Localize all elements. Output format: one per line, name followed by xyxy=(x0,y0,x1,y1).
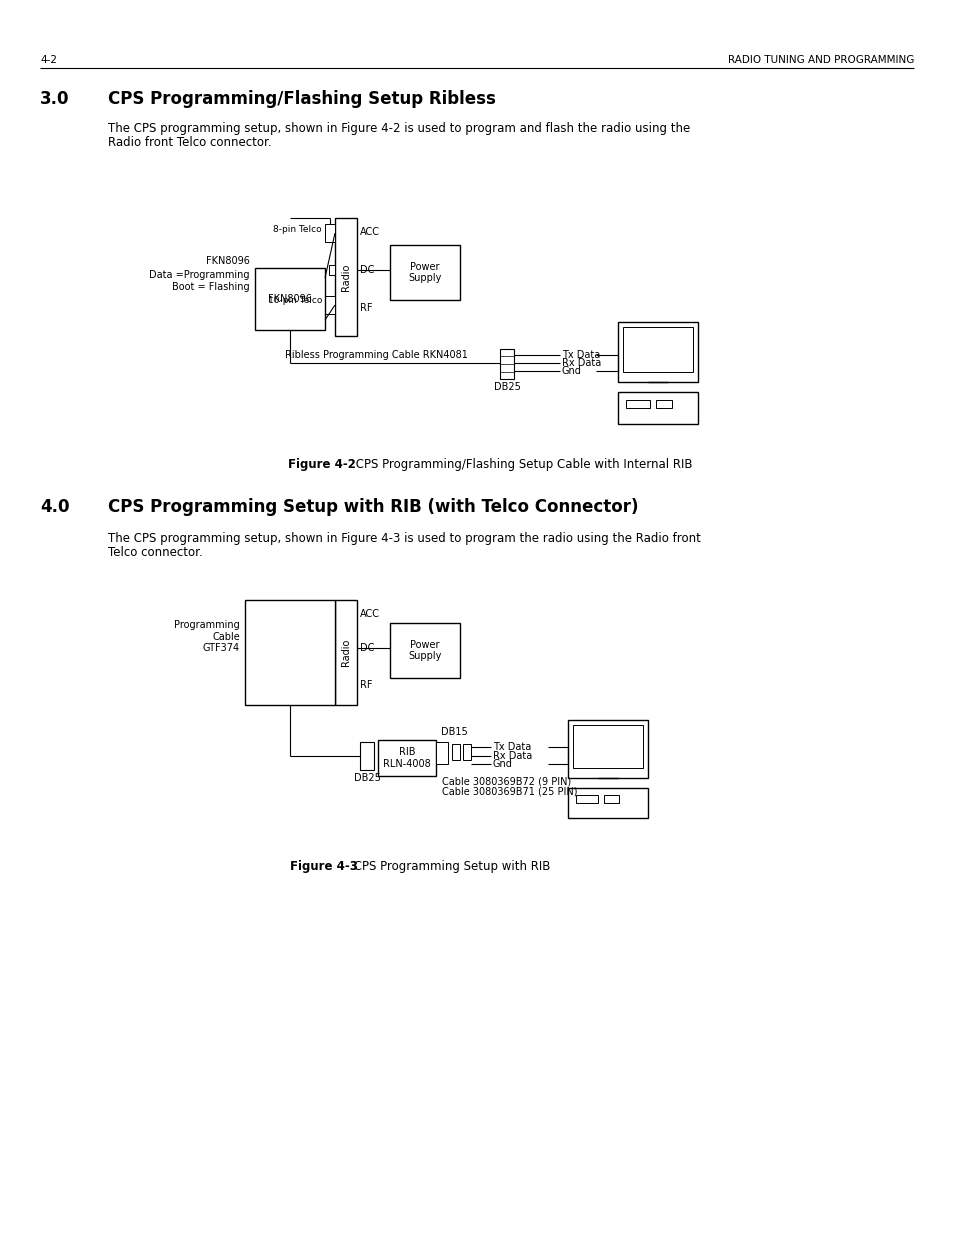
Text: Tx Data: Tx Data xyxy=(561,350,599,359)
Bar xyxy=(335,600,356,705)
Bar xyxy=(656,400,671,408)
Text: ACC: ACC xyxy=(359,227,379,237)
Text: ACC: ACC xyxy=(359,609,379,619)
Bar xyxy=(329,609,335,619)
Bar xyxy=(325,296,335,314)
Text: Programming
Cable
GTF374: Programming Cable GTF374 xyxy=(174,620,240,653)
Bar xyxy=(329,266,335,275)
Bar xyxy=(499,350,514,379)
Text: RIB
RLN-4008: RIB RLN-4008 xyxy=(383,747,431,769)
Text: Power
Supply: Power Supply xyxy=(408,640,441,661)
Bar xyxy=(622,327,692,372)
Text: The CPS programming setup, shown in Figure 4-3 is used to program the radio usin: The CPS programming setup, shown in Figu… xyxy=(108,532,700,545)
Text: Boot = Flashing: Boot = Flashing xyxy=(172,282,250,291)
Bar xyxy=(576,795,598,803)
Bar xyxy=(390,245,459,300)
Text: CPS Programming Setup with RIB (with Telco Connector): CPS Programming Setup with RIB (with Tel… xyxy=(108,498,638,516)
Bar xyxy=(245,600,335,705)
Text: DB25: DB25 xyxy=(354,773,380,783)
Text: Tx Data: Tx Data xyxy=(493,742,531,752)
Bar xyxy=(436,742,448,764)
Bar xyxy=(329,303,335,312)
Bar xyxy=(335,219,356,336)
Text: FKN8096: FKN8096 xyxy=(268,294,312,304)
Bar xyxy=(359,742,374,769)
Text: Radio front Telco connector.: Radio front Telco connector. xyxy=(108,136,272,149)
Text: RF: RF xyxy=(359,303,372,312)
Bar xyxy=(462,743,471,760)
Text: FKN8096: FKN8096 xyxy=(206,256,250,266)
Text: 4.0: 4.0 xyxy=(40,498,70,516)
Text: Telco connector.: Telco connector. xyxy=(108,546,203,559)
Bar xyxy=(625,400,649,408)
Bar xyxy=(603,795,618,803)
Text: Cable 3080369B72 (9 PIN): Cable 3080369B72 (9 PIN) xyxy=(441,776,571,785)
Text: RADIO TUNING AND PROGRAMMING: RADIO TUNING AND PROGRAMMING xyxy=(727,56,913,65)
Text: Rx Data: Rx Data xyxy=(493,751,532,761)
Text: The CPS programming setup, shown in Figure 4-2 is used to program and flash the : The CPS programming setup, shown in Figu… xyxy=(108,122,690,135)
Bar xyxy=(329,227,335,237)
Text: Radio: Radio xyxy=(340,263,351,290)
Bar xyxy=(329,680,335,690)
Text: CPS Programming Setup with RIB: CPS Programming Setup with RIB xyxy=(350,860,550,873)
Bar xyxy=(254,268,325,330)
Text: Rx Data: Rx Data xyxy=(561,358,600,368)
Text: Figure 4-3: Figure 4-3 xyxy=(290,860,357,873)
Text: DC: DC xyxy=(359,266,374,275)
Text: 10-pin Telco: 10-pin Telco xyxy=(268,296,322,305)
Bar xyxy=(618,391,698,424)
Bar xyxy=(618,322,698,382)
Text: DB15: DB15 xyxy=(440,727,467,737)
Bar xyxy=(329,643,335,653)
Bar xyxy=(325,224,335,242)
Bar xyxy=(573,725,642,768)
Bar xyxy=(567,788,647,818)
Text: Gnd: Gnd xyxy=(493,760,513,769)
Text: CPS Programming/Flashing Setup Ribless: CPS Programming/Flashing Setup Ribless xyxy=(108,90,496,107)
Bar xyxy=(452,743,459,760)
Text: Radio: Radio xyxy=(340,638,351,666)
Bar xyxy=(377,740,436,776)
Text: 8-pin Telco: 8-pin Telco xyxy=(274,225,322,233)
Text: DC: DC xyxy=(359,643,374,653)
Text: Gnd: Gnd xyxy=(561,366,581,375)
Text: CPS Programming/Flashing Setup Cable with Internal RIB: CPS Programming/Flashing Setup Cable wit… xyxy=(352,458,692,471)
Text: Data =Programming: Data =Programming xyxy=(150,270,250,280)
Bar xyxy=(567,720,647,778)
Text: DB25: DB25 xyxy=(493,382,520,391)
Text: Cable 3080369B71 (25 PIN): Cable 3080369B71 (25 PIN) xyxy=(441,785,577,797)
Text: Power
Supply: Power Supply xyxy=(408,262,441,283)
Text: 4-2: 4-2 xyxy=(40,56,57,65)
Bar xyxy=(390,622,459,678)
Text: Figure 4-2: Figure 4-2 xyxy=(288,458,355,471)
Text: RF: RF xyxy=(359,680,372,690)
Text: 3.0: 3.0 xyxy=(40,90,70,107)
Text: Ribless Programming Cable RKN4081: Ribless Programming Cable RKN4081 xyxy=(285,350,467,359)
